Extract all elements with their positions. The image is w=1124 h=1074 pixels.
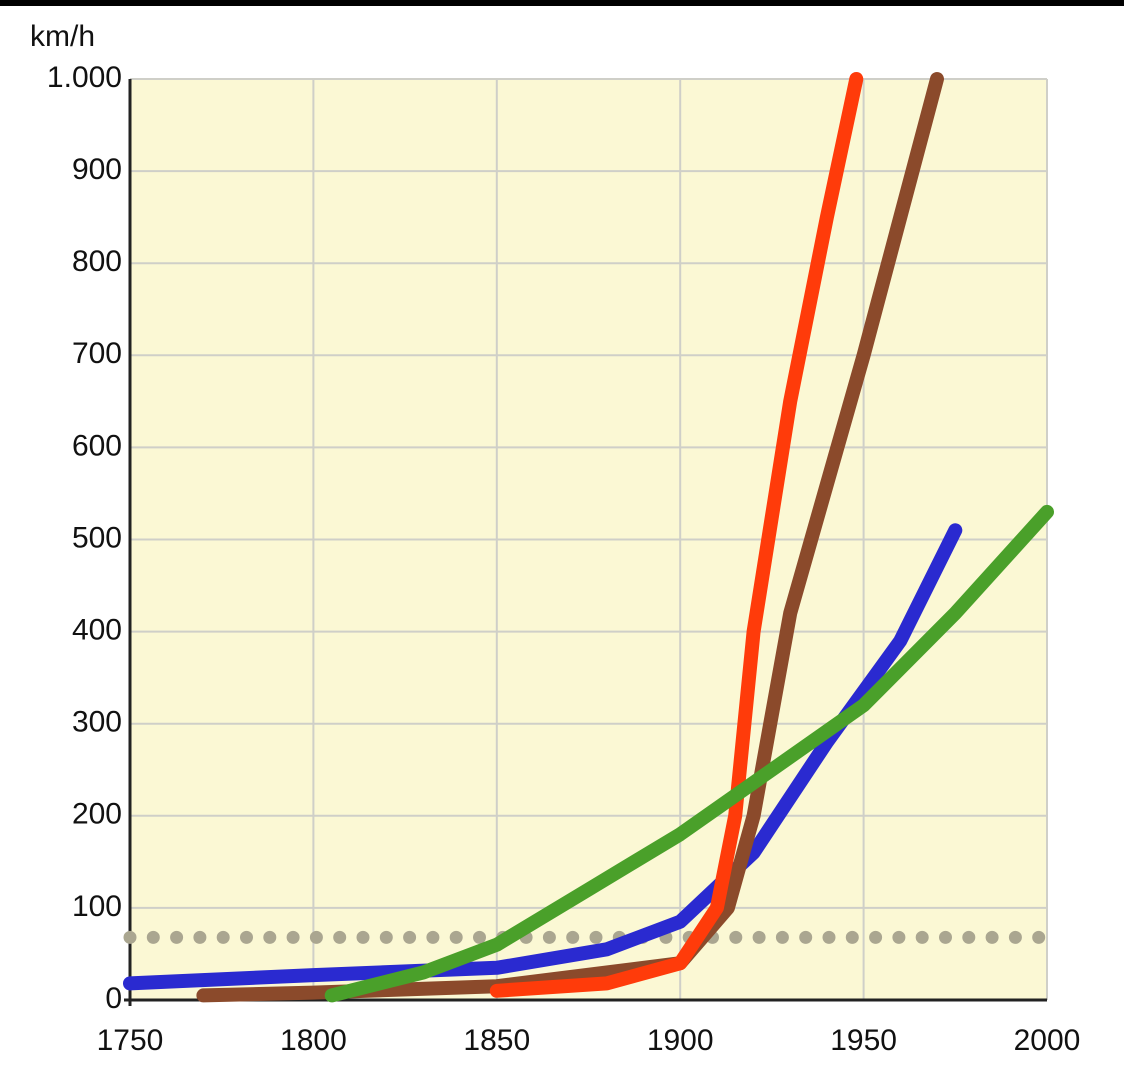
y-tick-label: 100 bbox=[72, 890, 122, 923]
y-tick-label: 600 bbox=[72, 429, 122, 462]
y-tick-label: 700 bbox=[72, 337, 122, 370]
series-line bbox=[123, 523, 963, 991]
y-tick-label: 400 bbox=[72, 614, 122, 647]
x-tick-label: 1800 bbox=[280, 1024, 347, 1057]
y-tick-label: 500 bbox=[72, 521, 122, 554]
x-tick-label: 1900 bbox=[647, 1024, 714, 1057]
x-tick-label: 1950 bbox=[830, 1024, 897, 1057]
series-line bbox=[196, 72, 944, 1003]
y-axis-title: km/h bbox=[30, 20, 95, 53]
y-tick-label: 1.000 bbox=[47, 61, 122, 94]
x-tick-label: 2000 bbox=[1014, 1024, 1081, 1057]
x-tick-label: 1750 bbox=[97, 1024, 164, 1057]
y-tick-label: 300 bbox=[72, 706, 122, 739]
x-tick-label: 1850 bbox=[463, 1024, 530, 1057]
y-tick-label: 800 bbox=[72, 245, 122, 278]
series-line bbox=[489, 72, 864, 998]
top-border bbox=[0, 0, 1124, 6]
y-tick-label: 200 bbox=[72, 798, 122, 831]
series-line bbox=[324, 504, 1054, 1003]
y-tick-label: 900 bbox=[72, 153, 122, 186]
y-tick-label: 0 bbox=[105, 982, 122, 1015]
